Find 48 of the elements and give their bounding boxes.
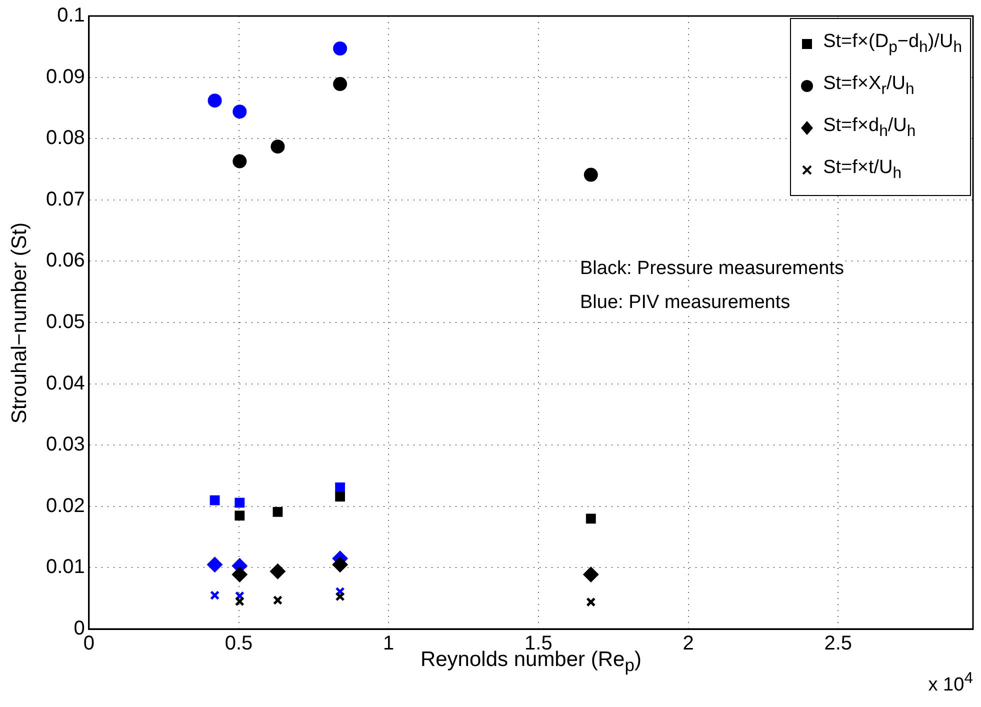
point (586, 514, 596, 524)
point (234, 596, 244, 606)
point (335, 592, 345, 602)
y-tick-label: 0.03 (46, 434, 85, 456)
y-tick-label: 0.08 (46, 127, 85, 150)
annotation: Black: Pressure measurements (580, 258, 844, 280)
y-tick-label: 0.06 (46, 250, 85, 272)
point (234, 498, 245, 508)
point (232, 104, 247, 119)
point (332, 556, 348, 573)
point (232, 154, 247, 168)
point (272, 506, 283, 517)
x-tick-label: 0.5 (224, 632, 253, 655)
point (234, 510, 245, 521)
x-tick-label: 2.5 (824, 632, 852, 655)
point (586, 597, 596, 607)
annotation: Blue: PIV measurements (580, 292, 790, 314)
x-tick-label: 2 (682, 632, 694, 655)
point (232, 566, 248, 582)
text: x 10$^{4}$ (928, 670, 973, 696)
y-tick-label: 0.07 (46, 188, 85, 210)
point (270, 563, 286, 580)
y-tick-label: 0 (74, 618, 85, 640)
point (210, 590, 220, 600)
point (270, 140, 285, 154)
point (333, 41, 348, 56)
point (335, 492, 346, 502)
y-tick-label: 0.01 (46, 556, 85, 578)
y-axis-title: Strouhal−number (St) (8, 222, 32, 424)
point (582, 566, 599, 582)
point (272, 595, 283, 605)
legend-label: St=f×(D$_{p}$−d$_{h}$)/U$_{h}$ (823, 31, 962, 57)
point (206, 556, 223, 573)
legend-label: St=f×d$_{h}$/U$_{h}$ (823, 115, 916, 141)
point (208, 94, 222, 108)
point (333, 77, 348, 92)
y-tick-label: 0.1 (57, 4, 85, 27)
point (584, 168, 598, 182)
x-tick-label: 1 (383, 632, 394, 655)
y-tick-label: 0.04 (46, 372, 85, 394)
y-tick-label: 0.09 (46, 66, 85, 88)
y-tick-label: 0.05 (46, 311, 85, 334)
point (335, 482, 346, 492)
point (210, 495, 220, 506)
x-tick-label: 1.5 (524, 632, 552, 655)
y-tick-label: 0.02 (46, 494, 85, 517)
legend-label: St=f×t/U$_{h}$ (823, 157, 902, 183)
legend-label: St=f×X$_{r}$/U$_{h}$ (823, 73, 914, 99)
